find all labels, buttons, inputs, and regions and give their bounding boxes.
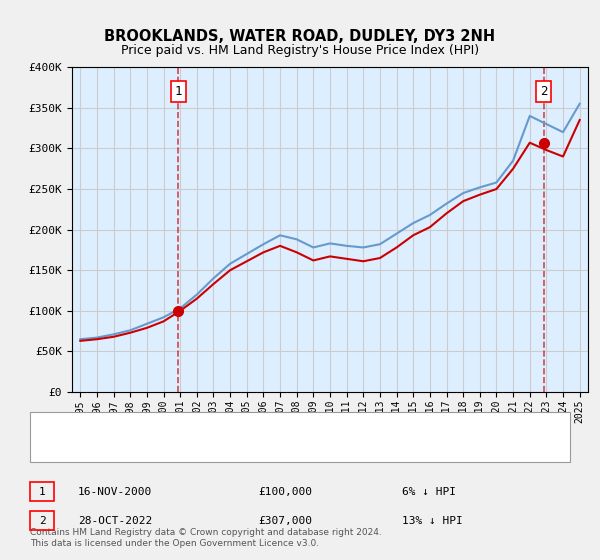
Text: 28-OCT-2022: 28-OCT-2022 [78, 516, 152, 526]
Text: BROOKLANDS, WATER ROAD, DUDLEY, DY3 2NH: BROOKLANDS, WATER ROAD, DUDLEY, DY3 2NH [104, 29, 496, 44]
Text: £100,000: £100,000 [258, 487, 312, 497]
Text: ——: —— [48, 442, 76, 456]
Text: 6% ↓ HPI: 6% ↓ HPI [402, 487, 456, 497]
Text: ——: —— [48, 419, 76, 433]
Text: Contains HM Land Registry data © Crown copyright and database right 2024.
This d: Contains HM Land Registry data © Crown c… [30, 528, 382, 548]
Text: Price paid vs. HM Land Registry's House Price Index (HPI): Price paid vs. HM Land Registry's House … [121, 44, 479, 57]
Text: 2: 2 [540, 85, 547, 98]
Text: £307,000: £307,000 [258, 516, 312, 526]
Text: 2: 2 [38, 516, 46, 526]
Text: 16-NOV-2000: 16-NOV-2000 [78, 487, 152, 497]
Text: HPI: Average price, detached house, Dudley: HPI: Average price, detached house, Dudl… [84, 445, 347, 454]
Text: 1: 1 [38, 487, 46, 497]
Text: BROOKLANDS, WATER ROAD, DUDLEY, DY3 2NH (detached house): BROOKLANDS, WATER ROAD, DUDLEY, DY3 2NH … [84, 421, 434, 431]
Text: 13% ↓ HPI: 13% ↓ HPI [402, 516, 463, 526]
Text: 1: 1 [175, 85, 182, 98]
